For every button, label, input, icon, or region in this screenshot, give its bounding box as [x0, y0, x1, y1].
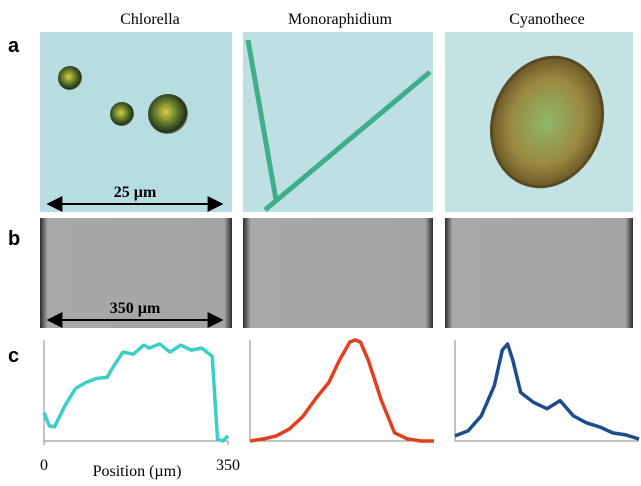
- x-tick-label: 0: [40, 457, 48, 474]
- x-axis-label: Position (µm): [93, 463, 182, 480]
- column-title: Cyanothece: [509, 11, 585, 28]
- column-title: Chlorella: [120, 11, 180, 28]
- profile-line: [455, 344, 639, 439]
- panel-label: c: [8, 345, 19, 367]
- profile-line: [44, 344, 228, 441]
- profile-line: [250, 340, 434, 441]
- x-tick-label: 350: [216, 457, 240, 474]
- figure: 25 µm 350 µm Chlorella Monoraphidium Cya…: [0, 0, 641, 486]
- column-title: Monoraphidium: [288, 11, 393, 28]
- scale-label: 350 µm: [110, 300, 161, 317]
- scale-label: 25 µm: [114, 184, 157, 201]
- panel-label: b: [8, 228, 20, 250]
- panel-label: a: [8, 35, 20, 57]
